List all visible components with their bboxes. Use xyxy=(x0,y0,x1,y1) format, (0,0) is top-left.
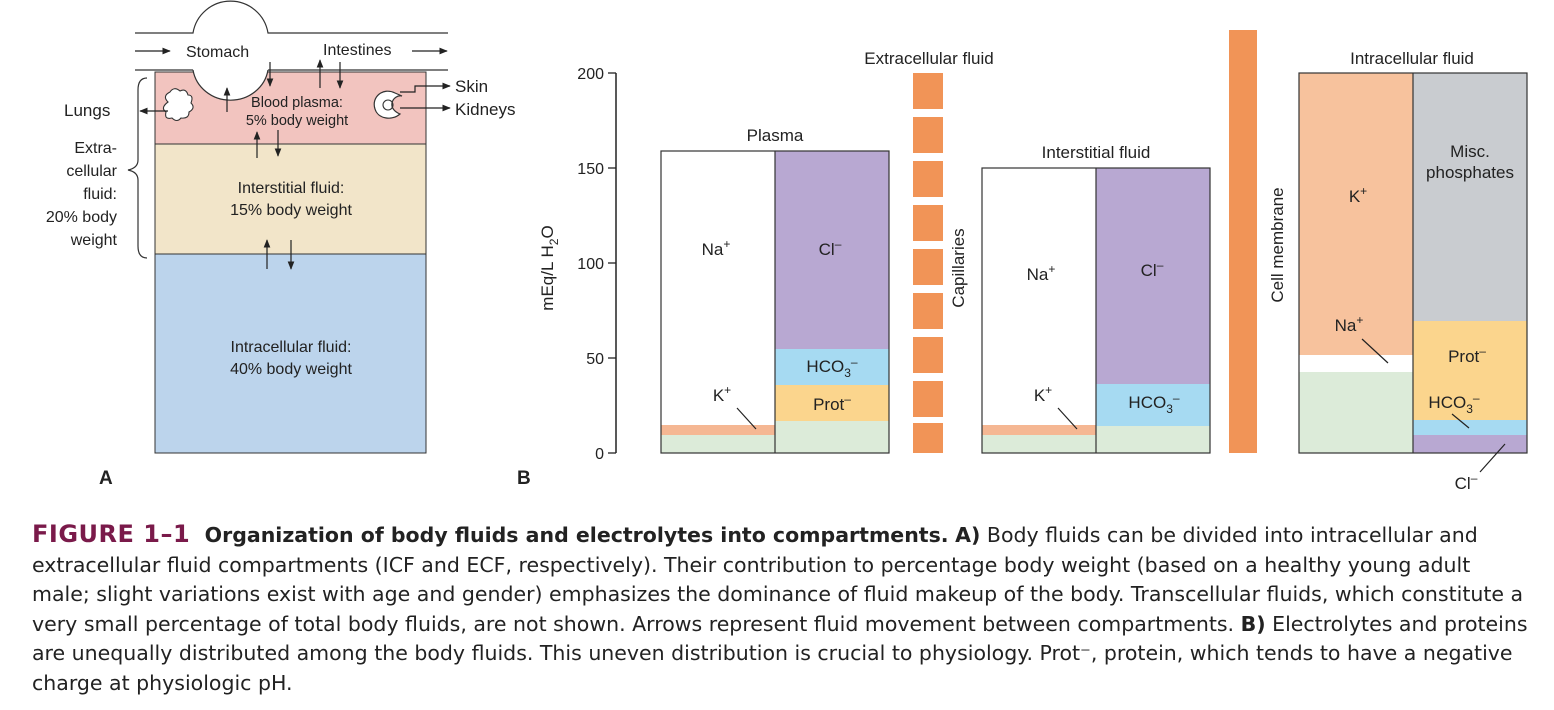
lungs-label: Lungs xyxy=(64,101,110,120)
ecf-label-line2: cellular xyxy=(66,163,117,180)
plasma-na-label: Na+ xyxy=(702,237,731,259)
icf-k-label: K+ xyxy=(1349,184,1367,206)
kidney-icon xyxy=(373,90,403,119)
capillaries-label: Capillaries xyxy=(949,228,968,307)
plasma-k-pointer xyxy=(736,407,757,430)
interstitial-label-line1: Interstitial fluid: xyxy=(238,180,345,197)
interstitial-cl-label: Cl– xyxy=(1141,258,1164,280)
y-tick-label-200: 200 xyxy=(577,66,604,83)
panel-b: 200 150 100 50 0 mEq/L H2O Extracellular… xyxy=(517,30,1528,493)
y-tick-label-50: 50 xyxy=(586,351,604,368)
intestines-label: Intestines xyxy=(323,42,391,59)
icf-hco3-pointer xyxy=(1451,413,1470,429)
interstitial-compartment xyxy=(154,143,427,255)
plasma-title: Plasma xyxy=(747,126,804,145)
panel-b-letter: B xyxy=(517,468,531,489)
caption-text-a: Body fluids can be divided into intracel… xyxy=(32,523,1524,636)
intracellular-fluid-title: Intracellular fluid xyxy=(1350,49,1474,68)
gi-tract-upper-line xyxy=(135,0,448,34)
icf-na-label: Na+ xyxy=(1335,313,1364,335)
caption-text-b: Electrolytes and proteins are unequally … xyxy=(32,611,1528,695)
figure-label: FIGURE 1–1 xyxy=(32,520,191,548)
interstitial-k-segment xyxy=(982,425,1096,435)
extracellular-fluid-title: Extracellular fluid xyxy=(864,49,993,68)
stomach-label: Stomach xyxy=(186,44,249,61)
icf-misc-label-line2: phosphates xyxy=(1426,163,1514,182)
intracellular-label-line1: Intracellular fluid: xyxy=(231,339,352,356)
interstitial-hco3-label: HCO3– xyxy=(1128,391,1179,416)
y-tick-label-100: 100 xyxy=(577,256,604,273)
intracellular-compartment xyxy=(154,253,427,454)
icf-na-segment xyxy=(1299,355,1413,372)
y-tick-label-150: 150 xyxy=(577,161,604,178)
interstitial-k-pointer xyxy=(1057,407,1078,430)
plasma-k-segment xyxy=(661,425,775,435)
icf-na-pointer xyxy=(1361,338,1389,364)
intracellular-label-line2: 40% body weight xyxy=(230,361,352,378)
icf-hco3-segment xyxy=(1413,420,1527,435)
plasma-prot-segment xyxy=(775,385,889,421)
plasma-label-line1: Blood plasma: xyxy=(251,95,343,111)
interstitial-label-line2: 15% body weight xyxy=(230,202,352,219)
interstitial-other-cations-segment xyxy=(982,435,1096,453)
panel-a-letter: A xyxy=(99,468,113,489)
interstitial-na-label: Na+ xyxy=(1027,262,1056,284)
y-tick-label-0: 0 xyxy=(595,446,604,463)
icf-cl-label: Cl– xyxy=(1455,471,1478,493)
plasma-k-label: K+ xyxy=(713,383,731,405)
figure-caption: FIGURE 1–1 Organization of body fluids a… xyxy=(32,520,1532,698)
plasma-other-anions-segment xyxy=(775,421,889,453)
interstitial-other-anions-segment xyxy=(1096,426,1210,453)
capillaries-wall xyxy=(913,73,943,453)
lungs-icon xyxy=(162,88,194,122)
plasma-hco3-segment xyxy=(775,349,889,385)
y-axis-label: mEq/L H2O xyxy=(538,225,561,310)
icf-k-segment xyxy=(1299,73,1413,355)
skin-arrow xyxy=(400,82,451,93)
plasma-hco3-label: HCO3– xyxy=(806,355,857,380)
icf-hco3-label: HCO3– xyxy=(1428,391,1479,416)
icf-prot-segment xyxy=(1413,321,1527,420)
interstitial-fluid-title: Interstitial fluid xyxy=(1042,143,1151,162)
ecf-label-line4: 20% body xyxy=(46,209,117,226)
plasma-cl-segment xyxy=(775,151,889,349)
ecf-brace xyxy=(127,77,148,259)
caption-b-marker: B) xyxy=(1240,611,1266,636)
skin-label: Skin xyxy=(455,77,488,96)
interstitial-na-segment xyxy=(982,168,1096,425)
ecf-label-line1: Extra- xyxy=(74,140,117,157)
icf-other-cations-segment xyxy=(1299,372,1413,453)
caption-a-marker: A) xyxy=(955,523,981,547)
plasma-label-line2: 5% body weight xyxy=(246,113,348,129)
kidneys-label: Kidneys xyxy=(455,100,515,119)
icf-misc-phosphates-segment xyxy=(1413,73,1527,321)
cell-membrane-label: Cell membrane xyxy=(1268,187,1287,302)
ecf-label-line3: fluid: xyxy=(83,186,117,203)
stomach-pouch xyxy=(192,69,269,101)
interstitial-cl-segment xyxy=(1096,168,1210,384)
interstitial-k-label: K+ xyxy=(1034,383,1052,405)
icf-cl-segment xyxy=(1413,435,1527,453)
caption-title: Organization of body fluids and electrol… xyxy=(204,523,949,547)
icf-misc-label-line1: Misc. xyxy=(1450,142,1490,161)
plasma-na-segment xyxy=(661,151,775,425)
icf-cl-pointer xyxy=(1479,443,1506,473)
cell-membrane-bar xyxy=(1229,30,1257,453)
plasma-other-cations-segment xyxy=(661,435,775,453)
kidney-pelvis-icon xyxy=(382,99,394,111)
ecf-label-line5: weight xyxy=(70,232,118,249)
plasma-prot-label: Prot– xyxy=(813,392,851,414)
icf-prot-label: Prot– xyxy=(1448,344,1486,366)
panel-a: Stomach Intestines Lungs Skin Kidneys Bl… xyxy=(46,0,515,489)
figure-svg: Stomach Intestines Lungs Skin Kidneys Bl… xyxy=(46,0,1528,493)
interstitial-hco3-segment xyxy=(1096,384,1210,426)
plasma-cl-label: Cl– xyxy=(819,237,842,259)
